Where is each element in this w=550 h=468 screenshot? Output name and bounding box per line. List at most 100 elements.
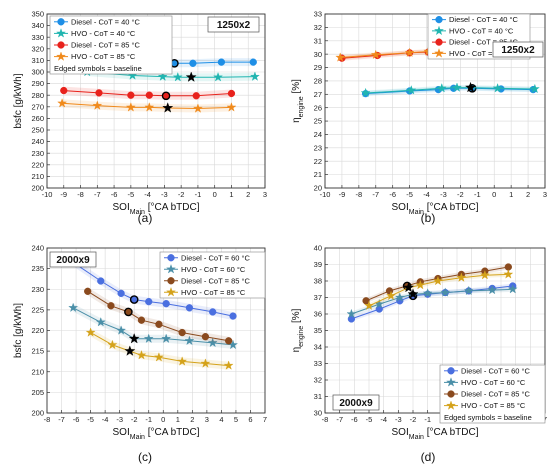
series-2 [60,86,236,101]
data-point [184,335,195,346]
tick-label-y: 230 [31,149,44,158]
tick-label-x: 0 [213,190,217,199]
tick-label-y: 29 [314,63,322,72]
data-point [223,360,234,370]
data-point [116,325,127,335]
series-2 [84,287,233,345]
legend-label: Diesel - CoT = 60 °C [181,253,251,262]
legend-marker [57,41,65,49]
tick-label-y: 34 [314,343,322,352]
data-point [129,295,139,304]
tick-label-y: 250 [31,126,44,135]
data-point [128,332,140,344]
legend-label: Diesel - CoT = 85 °C [71,41,141,50]
tick-label-x: 2 [526,190,530,199]
condition-tag-box [492,41,544,58]
data-point [432,275,443,286]
legend-label: HVO - CoT = 85 °C [449,49,514,58]
data-point [185,304,194,312]
data-point [68,302,79,313]
tick-label-y: 40 [314,244,322,253]
data-point [249,58,257,66]
tick-label-y: 33 [314,10,322,19]
data-point [452,82,462,92]
legend-label: Diesel - CoT = 85 °C [449,38,519,47]
tick-label-x: -2 [457,190,464,199]
tick-label-y: 31 [314,36,322,45]
data-point [487,284,498,295]
tick-label-x: -6 [389,190,396,199]
chart-3: -8-7-6-5-4-3-2-1012345673031323334353637… [291,244,547,464]
data-point [217,58,226,66]
legend-marker [57,18,65,26]
condition-tag: 2000x9 [339,398,373,409]
legend-label: Diesel - CoT = 40 °C [449,15,519,24]
tick-label-x: -4 [144,190,151,199]
data-point [143,333,154,343]
tick-label-y: 200 [31,409,44,418]
tick-label-x: -9 [60,190,67,199]
chart-0: -10 -9 -8 -7 -6 -5 -4 -3 -2 -1 0 1 2 3200210220230240… [13,10,267,225]
data-point [60,86,68,95]
condition-tag-box [49,251,97,268]
data-point [335,52,346,62]
tick-label-y: 205 [31,388,44,397]
tick-label-x: 1 [229,190,233,199]
tick-label-y: 200 [31,184,44,193]
condition-tag: 2000x9 [56,255,90,266]
data-point [145,91,153,99]
uncertainty-band [365,85,535,96]
tick-label-x: -1 [195,190,202,199]
legend-label: HVO - CoT = 40 °C [71,29,136,38]
data-point [213,71,224,82]
uncertainty-band [366,264,509,304]
tick-label-x: 7 [263,415,267,424]
legend-marker [435,15,443,24]
tick-label-y: 25 [314,117,322,126]
tick-label-x: -3 [116,415,123,424]
tick-label-y: 31 [314,392,322,401]
tick-label-y: 220 [31,160,44,169]
tick-label-y: 330 [31,33,44,42]
legend-marker [56,51,66,61]
data-point [84,287,92,295]
tick-label-x: -4 [102,415,109,424]
tick-label-y: 270 [31,102,44,111]
data-point [172,71,183,82]
tick-label-y: 28 [314,77,322,86]
data-point [209,308,217,316]
data-point [465,81,477,93]
tick-label-x: 1 [176,415,180,424]
data-point [177,356,188,366]
tick-label-x: -4 [423,190,430,199]
tick-label-x: -8 [44,415,51,424]
data-point [178,328,186,337]
tick-label-y: 290 [31,79,44,88]
legend-note: Edged symbols = baseline [54,64,142,73]
tick-label-y: 32 [314,376,322,385]
data-point [227,89,236,98]
tick-label-y: 26 [314,103,322,112]
tick-label-y: 21 [314,170,322,179]
tick-label-x: -2 [410,415,417,424]
tick-label-x: 1 [509,190,513,199]
series-3 [364,269,514,310]
tick-label-y: 210 [31,172,44,181]
data-point [229,312,237,320]
legend-marker [446,377,456,387]
tick-label-x: 3 [205,415,209,424]
data-point [95,317,106,327]
legend-label: HVO - CoT = 60 °C [461,378,526,387]
data-point [456,272,467,282]
data-point [403,281,415,293]
data-point [161,91,171,101]
data-point [127,91,135,99]
data-point [107,302,115,310]
condition-tag-box [332,394,380,411]
data-point [192,103,203,113]
legend-label: HVO - CoT = 85 °C [461,401,526,410]
legend-marker [56,28,66,38]
tick-label-y: 235 [31,264,44,273]
tick-label-y: 230 [31,285,44,294]
condition-tag: 1250x2 [217,20,251,31]
